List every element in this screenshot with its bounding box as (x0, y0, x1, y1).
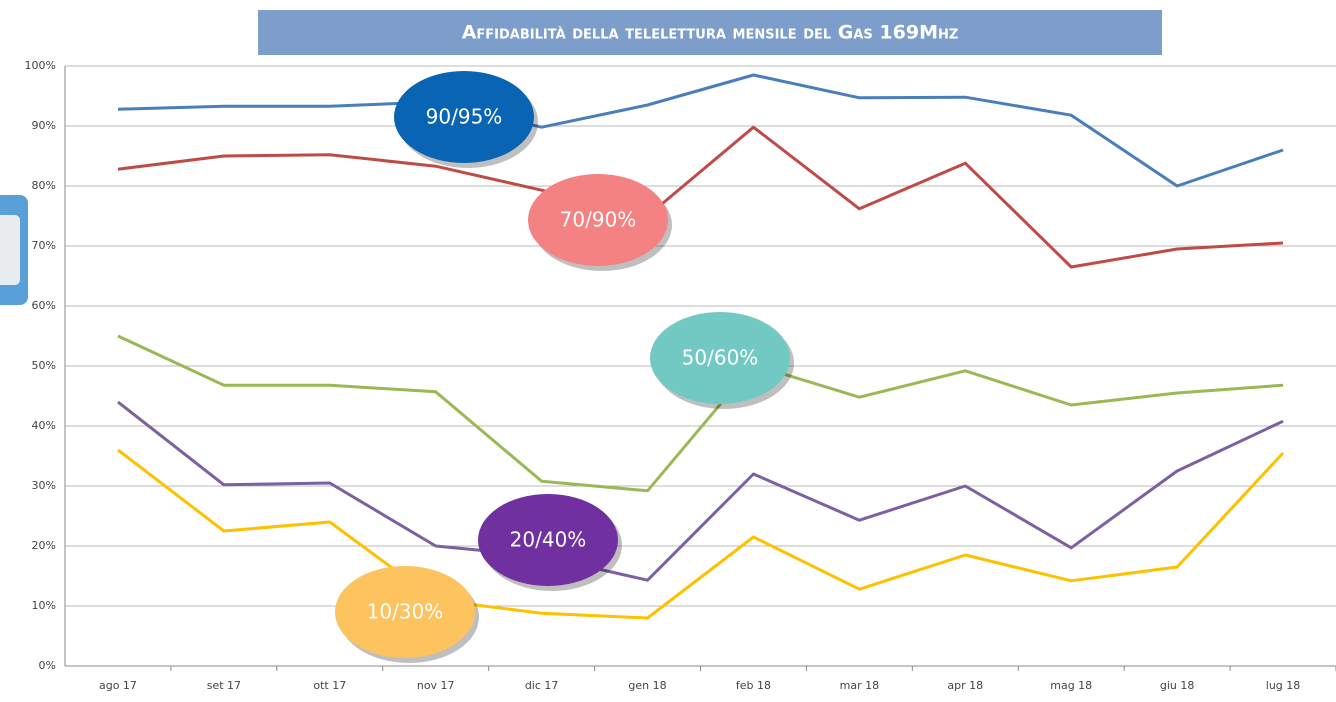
annotation-bubble (478, 494, 618, 586)
x-tick-label: mag 18 (1050, 679, 1092, 692)
series-line (117, 448, 1285, 620)
x-tick-label: nov 17 (417, 679, 455, 692)
series-line (117, 400, 1284, 582)
annotation-text: 50/60% (682, 346, 759, 370)
x-tick-label: lug 18 (1266, 679, 1301, 692)
annotation-text: 10/30% (367, 600, 444, 624)
x-tick-label: dic 17 (525, 679, 559, 692)
y-tick-label: 0% (39, 659, 56, 672)
y-tick-label: 40% (32, 419, 56, 432)
y-tick-label: 20% (32, 539, 56, 552)
y-tick-label: 30% (32, 479, 56, 492)
y-tick-label: 50% (32, 359, 56, 372)
series-line (117, 334, 1284, 493)
y-tick-label: 60% (32, 299, 56, 312)
x-tick-label: apr 18 (947, 679, 983, 692)
x-tick-label: set 17 (207, 679, 241, 692)
annotation-text: 20/40% (510, 528, 587, 552)
x-tick-label: gen 18 (628, 679, 666, 692)
y-tick-label: 80% (32, 179, 56, 192)
x-tick-label: mar 18 (840, 679, 879, 692)
y-tick-label: 90% (32, 119, 56, 132)
x-tick-label: feb 18 (736, 679, 771, 692)
annotation-bubble (650, 312, 790, 404)
annotation-text: 90/95% (426, 105, 503, 129)
series-line (117, 125, 1284, 269)
annotation-bubble (335, 566, 475, 658)
annotation-bubble (528, 174, 668, 266)
annotation-bubble (394, 71, 534, 163)
x-tick-label: giu 18 (1160, 679, 1195, 692)
device-icon-body (0, 215, 20, 285)
y-tick-label: 100% (25, 59, 56, 72)
title-banner (258, 10, 1162, 55)
annotation-text: 70/90% (560, 208, 637, 232)
chart-title: Affidabilità della telelettura mensile d… (462, 22, 959, 44)
y-tick-label: 10% (32, 599, 56, 612)
x-tick-label: ott 17 (313, 679, 346, 692)
x-tick-label: ago 17 (99, 679, 137, 692)
series-line (117, 73, 1284, 188)
y-tick-label: 70% (32, 239, 56, 252)
